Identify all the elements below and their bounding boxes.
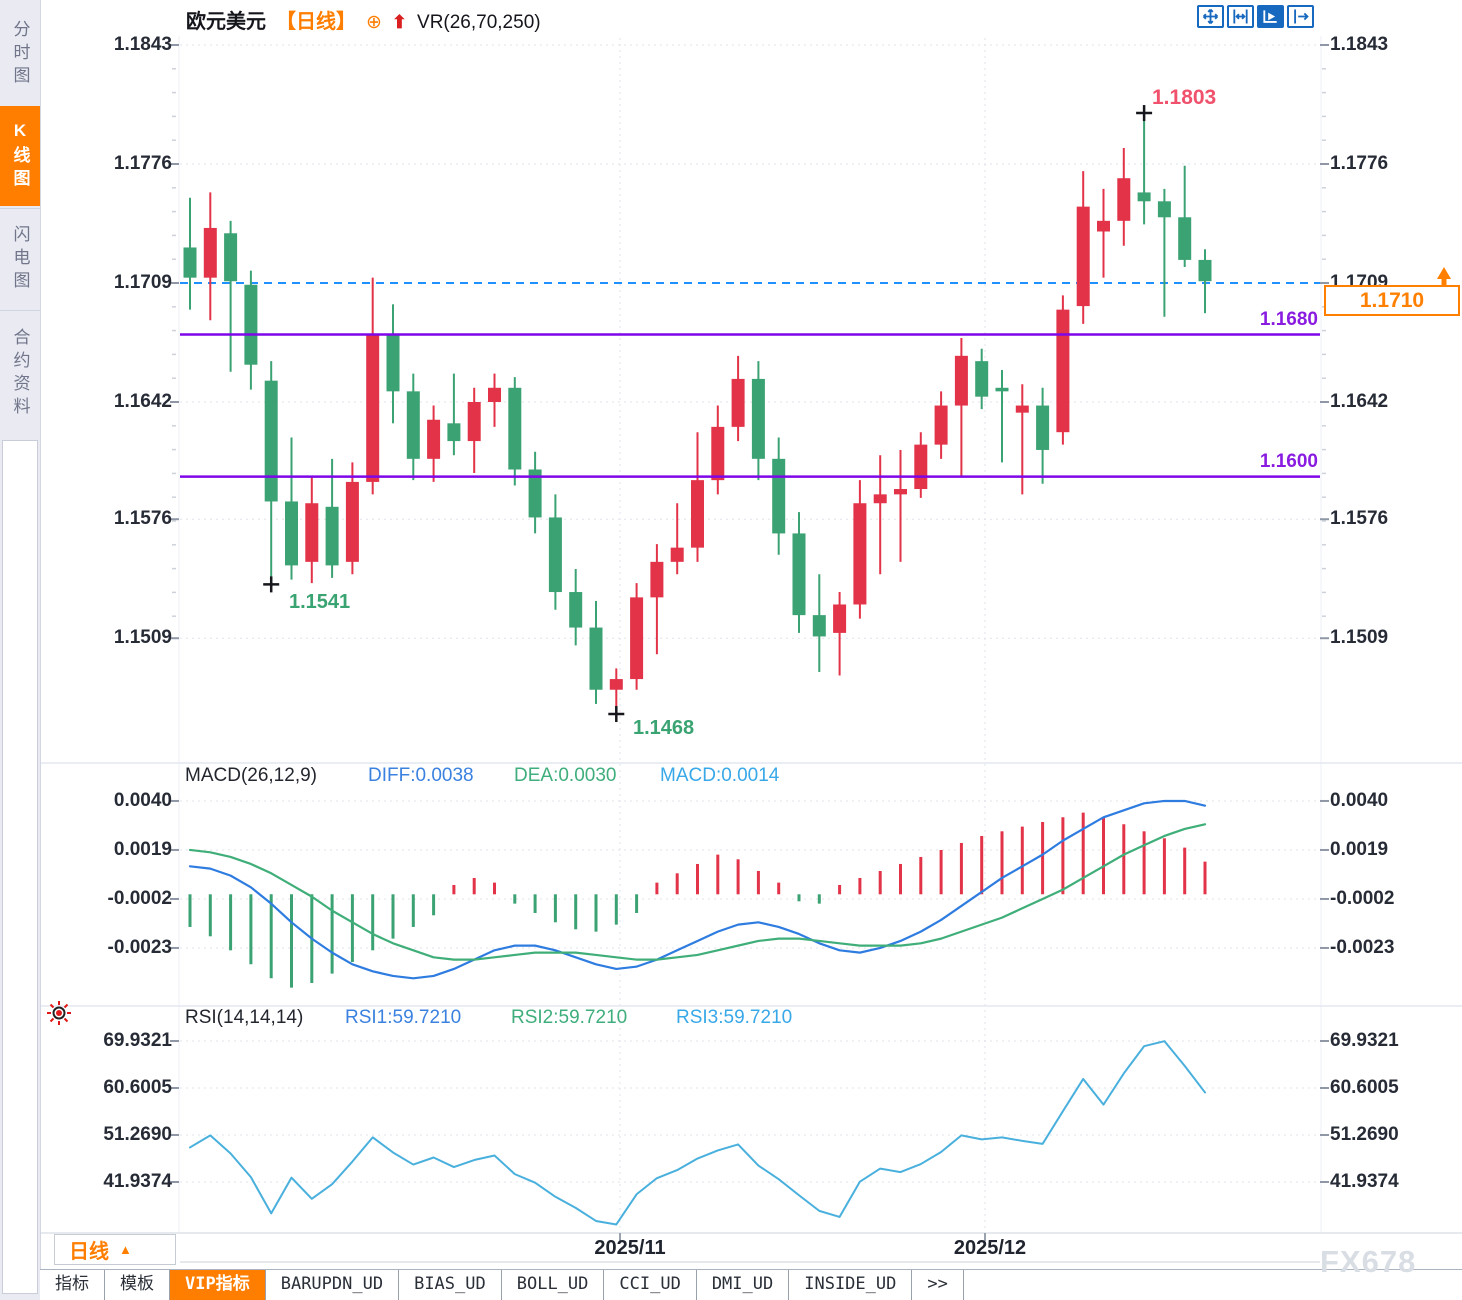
rsi-axis-label-left: 69.9321 [103, 1030, 172, 1051]
price-axis-label-left: 1.1642 [113, 390, 172, 412]
current-price-tag: 1.1710 [1324, 285, 1460, 316]
low-price-annotation-1: 1.1541 [289, 591, 351, 613]
tab-vip-indicators[interactable]: VIP指标 [170, 1270, 266, 1300]
resistance-level-label: 1.1680 [1259, 309, 1318, 330]
rsi1-value: RSI1:59.7210 [345, 1007, 462, 1028]
macd-axis-label-right: 0.0040 [1330, 789, 1389, 811]
tab-templates[interactable]: 模板 [105, 1270, 170, 1300]
price-axis-label-right: 1.1576 [1330, 508, 1389, 530]
chevron-up-icon: ▲ [119, 1242, 132, 1257]
rsi-axis-label-left: 51.2690 [103, 1124, 172, 1145]
macd-dea-value: DEA:0.0030 [514, 765, 617, 786]
sidebar-tab-lightning-chart[interactable]: 闪电图 [0, 208, 40, 309]
chart-header: 欧元美元 【日线】 ⊕ ⬆ VR(26,70,250) [186, 5, 541, 34]
sidebar-panel [2, 440, 38, 1294]
tab-dmi-ud[interactable]: DMI_UD [697, 1270, 790, 1300]
macd-title: MACD(26,12,9) [185, 765, 317, 786]
fit-range-icon[interactable] [1227, 5, 1254, 28]
macd-value: MACD:0.0014 [660, 765, 780, 786]
high-price-annotation: 1.1803 [1152, 86, 1217, 109]
tab-more[interactable]: >> [912, 1270, 964, 1300]
watermark: FX678 [1320, 1244, 1417, 1279]
price-axis-label-right: 1.1843 [1330, 34, 1389, 55]
auto-scroll-icon[interactable] [1257, 5, 1284, 28]
macd-axis-label-left: 0.0040 [113, 789, 172, 811]
tab-bias-ud[interactable]: BIAS_UD [399, 1270, 502, 1300]
add-overlay-icon[interactable]: ⊕ [366, 12, 382, 33]
rsi-axis-label-right: 69.9321 [1330, 1030, 1399, 1051]
chart-toolbar [1197, 5, 1314, 28]
price-axis-label-right: 1.1509 [1330, 627, 1389, 649]
price-axis-label-left: 1.1709 [113, 272, 172, 293]
macd-axis-label-left: -0.0023 [107, 936, 172, 958]
price-axis-label-left: 1.1776 [113, 153, 172, 174]
indicator-alarm-sun-icon[interactable] [46, 1000, 72, 1026]
tab-inside-ud[interactable]: INSIDE_UD [789, 1270, 913, 1300]
period-selector[interactable]: 日线 ▲ [54, 1234, 176, 1265]
period-selector-label: 日线 [69, 1241, 109, 1263]
go-to-latest-icon[interactable] [1287, 5, 1314, 28]
support-level-label: 1.1600 [1259, 451, 1318, 472]
x-axis-label-nov: 2025/11 [594, 1237, 666, 1259]
rsi-axis-label-right: 41.9374 [1330, 1170, 1399, 1192]
price-axis-label-left: 1.1576 [113, 508, 172, 530]
macd-diff-value: DIFF:0.0038 [368, 765, 474, 786]
sidebar-tab-kline-chart[interactable]: K线图 [0, 106, 40, 206]
x-axis-label-dec: 2025/12 [953, 1237, 1027, 1259]
rsi3-value: RSI3:59.7210 [676, 1007, 793, 1028]
macd-axis-label-right: -0.0023 [1330, 936, 1395, 958]
macd-axis-label-right: -0.0002 [1330, 887, 1395, 909]
macd-axis-label-left: 0.0019 [113, 838, 172, 860]
tab-cci-ud[interactable]: CCI_UD [604, 1270, 697, 1300]
crosshair-move-icon[interactable] [1197, 5, 1224, 28]
trend-up-arrow-icon: ⬆ [391, 12, 408, 32]
tab-barupdn-ud[interactable]: BARUPDN_UD [266, 1270, 400, 1300]
vr-indicator-label: VR(26,70,250) [417, 12, 541, 33]
tab-indicators[interactable]: 指标 [40, 1270, 105, 1300]
low-price-annotation-2: 1.1468 [633, 717, 695, 739]
macd-axis-label-left: -0.0002 [107, 887, 172, 909]
price-axis-label-right: 1.1642 [1330, 390, 1389, 412]
macd-axis-label-right: 0.0019 [1330, 838, 1389, 860]
rsi2-value: RSI2:59.7210 [511, 1007, 628, 1028]
price-axis-label-left: 1.1509 [113, 627, 172, 649]
rsi-axis-label-left: 60.6005 [103, 1077, 172, 1098]
sidebar: 分时图 K线图 闪电图 合约资料 [0, 0, 41, 1300]
rsi-axis-label-right: 51.2690 [1330, 1124, 1399, 1145]
sidebar-tab-time-chart[interactable]: 分时图 [0, 4, 40, 104]
period-tag: 【日线】 [276, 11, 356, 33]
symbol-title: 欧元美元 [186, 11, 266, 33]
tab-boll-ud[interactable]: BOLL_UD [502, 1270, 605, 1300]
indicator-tab-bar: 指标 模板 VIP指标 BARUPDN_UD BIAS_UD BOLL_UD C… [40, 1269, 1462, 1300]
rsi-axis-label-right: 60.6005 [1330, 1077, 1399, 1098]
sidebar-tab-contract-info[interactable]: 合约资料 [0, 310, 40, 437]
rsi-axis-label-left: 41.9374 [103, 1170, 172, 1192]
price-axis-label-right: 1.1776 [1330, 153, 1389, 174]
price-axis-label-left: 1.1843 [113, 34, 172, 55]
rsi-title: RSI(14,14,14) [185, 1007, 304, 1028]
